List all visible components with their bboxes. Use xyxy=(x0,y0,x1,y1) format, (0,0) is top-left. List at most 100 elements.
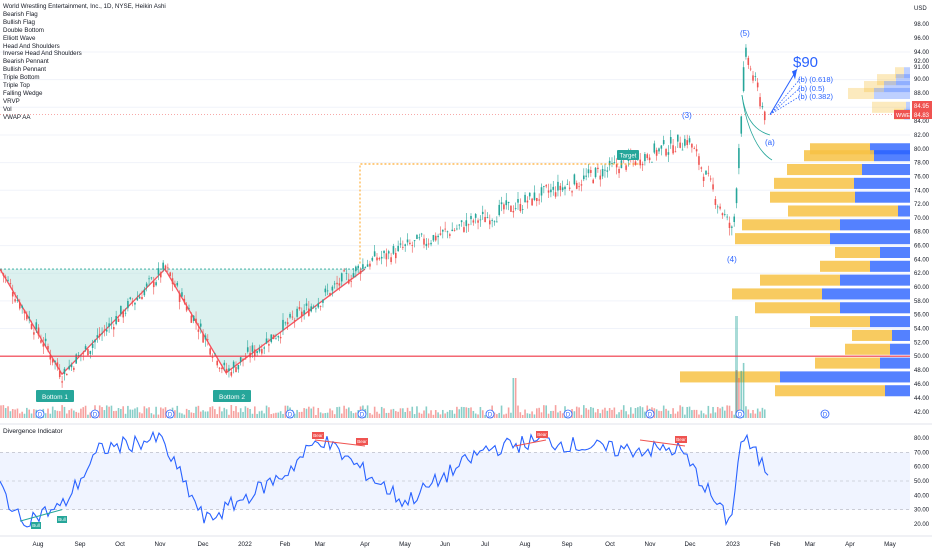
volume-bar xyxy=(434,410,437,418)
candle-body xyxy=(557,181,559,191)
vrvp-bar-sell xyxy=(804,150,874,162)
indicator-legend-item[interactable]: Bullish Flag xyxy=(3,18,35,26)
volume-bar xyxy=(185,408,188,418)
candle-body xyxy=(538,199,540,201)
volume-bar xyxy=(23,413,26,418)
indicator-legend-item[interactable]: Triple Bottom xyxy=(3,74,40,82)
indicator-legend-item[interactable]: VRVP xyxy=(3,97,20,105)
volume-bar xyxy=(202,410,204,418)
volume-bar xyxy=(456,406,458,418)
vrvp-bar-sell xyxy=(877,74,896,86)
volume-bar xyxy=(117,408,120,418)
volume-bar xyxy=(329,408,331,418)
candle-body xyxy=(0,269,2,271)
candle-body xyxy=(289,314,291,318)
dividend-marker-label: D xyxy=(566,413,571,419)
indicator-legend-item[interactable]: Bullish Pennant xyxy=(3,66,46,74)
indicator-legend-item[interactable]: Head And Shoulders xyxy=(3,42,60,50)
volume-bar xyxy=(26,407,28,418)
indicator-legend-item[interactable]: Bearish Pennant xyxy=(3,58,49,66)
candle-body xyxy=(4,276,7,278)
vrvp-bar-buy xyxy=(880,246,910,259)
indicator-legend-item[interactable]: Inverse Head And Shoulders xyxy=(3,50,82,58)
volume-bar xyxy=(30,413,33,418)
candle-body xyxy=(331,286,334,291)
candle-body xyxy=(658,148,660,152)
candle-body xyxy=(416,234,418,239)
time-tick-label: Dec xyxy=(684,541,695,548)
fib-level-label: (b) (0.5) xyxy=(798,84,825,93)
volume-bar xyxy=(298,412,301,418)
candle-body xyxy=(427,243,430,245)
candle-body xyxy=(594,167,597,178)
candle-body xyxy=(228,368,230,371)
volume-bar xyxy=(517,405,519,418)
volume-bar xyxy=(277,412,280,418)
dividend-marker xyxy=(563,409,573,419)
volume-bar xyxy=(411,406,414,418)
candle-body xyxy=(695,149,698,152)
volume-bar xyxy=(47,408,49,418)
volume-bar xyxy=(672,408,674,418)
volume-bar xyxy=(209,407,211,418)
volume-bar xyxy=(383,408,385,418)
volume-bar xyxy=(138,412,141,418)
volume-bar xyxy=(418,412,421,418)
volume-bar xyxy=(397,411,399,418)
candle-body xyxy=(688,138,691,143)
volume-bar xyxy=(82,407,85,418)
candle-body xyxy=(242,358,244,361)
candle-body xyxy=(352,273,355,278)
indicator-legend-item[interactable]: Bearish Flag xyxy=(3,10,38,18)
candle-body xyxy=(204,335,207,340)
dividend-marker-label: D xyxy=(823,413,828,419)
volume-bar xyxy=(752,409,754,418)
symbol-title[interactable]: World Wrestling Entertainment, Inc., 1D,… xyxy=(3,3,166,10)
volume-bar xyxy=(655,409,658,418)
bear-tag-text: Bear xyxy=(357,439,367,444)
candle-body xyxy=(573,174,576,185)
volume-bar xyxy=(345,408,348,418)
volume-bar xyxy=(192,412,195,418)
candle-body xyxy=(402,246,404,248)
rsi-tick-label: 40.00 xyxy=(914,493,930,499)
volume-bar xyxy=(373,406,376,418)
indicator-legend-item[interactable]: Falling Wedge xyxy=(3,89,43,97)
volume-bar xyxy=(467,407,470,418)
bear-tag-bg xyxy=(675,436,687,443)
candle-body xyxy=(84,346,87,350)
volume-bar xyxy=(340,413,343,418)
volume-bar xyxy=(526,413,529,418)
vrvp-bar-buy xyxy=(870,260,910,272)
candle-body xyxy=(606,170,609,172)
candle-body xyxy=(23,310,26,314)
indicator-legend-item[interactable]: Vol xyxy=(3,105,12,113)
candle-body xyxy=(326,290,329,292)
ticker-badge xyxy=(894,110,910,119)
candle-body xyxy=(463,227,465,232)
candle-body xyxy=(660,145,663,149)
candle-body xyxy=(312,306,315,308)
candle-body xyxy=(601,169,604,177)
indicator-legend-item[interactable]: Triple Top xyxy=(3,82,30,90)
indicator-legend-item[interactable]: Double Bottom xyxy=(3,26,44,34)
volume-bar xyxy=(721,406,724,418)
candle-body xyxy=(221,367,223,370)
volume-bar xyxy=(644,411,646,418)
volume-bar xyxy=(573,411,576,418)
time-tick-label: Nov xyxy=(644,541,656,548)
indicator-legend-item[interactable]: VWAP AA xyxy=(3,113,31,121)
candle-body xyxy=(597,167,599,170)
candle-body xyxy=(211,357,214,358)
candle-body xyxy=(91,343,94,348)
candle-body xyxy=(122,310,124,318)
candle-body xyxy=(665,149,667,156)
candle-body xyxy=(592,179,594,184)
price-tick-label: 80.00 xyxy=(914,147,930,153)
time-tick-label: 2023 xyxy=(726,541,740,548)
volume-bar xyxy=(712,406,714,418)
candle-body xyxy=(444,228,446,230)
volume-bar xyxy=(105,405,108,418)
indicator-legend-item[interactable]: Elliott Wave xyxy=(3,34,36,42)
